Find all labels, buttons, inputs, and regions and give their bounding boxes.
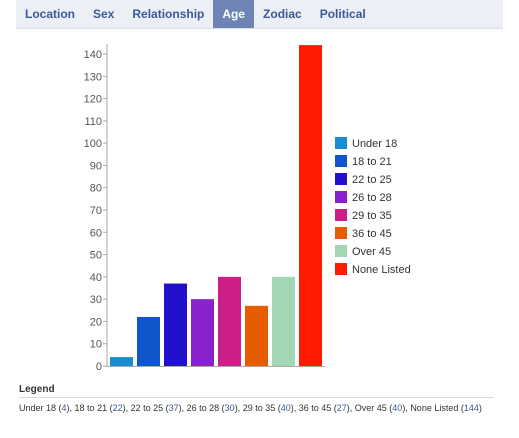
- legend-title: Legend: [19, 384, 494, 398]
- age-bar-chart: 0 10 20 30 40 50 60 70 80 90 100 110 120 130 140 Under …: [84, 44, 411, 373]
- legend-summary-label: None Listed (: [410, 403, 464, 413]
- tab-location[interactable]: Location: [25, 7, 75, 21]
- legend-swatch: [335, 245, 347, 257]
- tab-political[interactable]: Political: [319, 7, 366, 21]
- legend-summary-sep: ): [478, 403, 482, 413]
- legend-swatch: [335, 137, 347, 149]
- y-tick-label: 0: [96, 361, 102, 373]
- bar-18-to-21: [137, 316, 160, 366]
- legend-summary: Under 18 (4), 18 to 21 (22), 22 to 25 (3…: [19, 402, 494, 414]
- legend-summary-count[interactable]: 30: [224, 403, 235, 413]
- legend-swatch: [335, 191, 347, 203]
- legend-summary-count[interactable]: 40: [280, 403, 291, 413]
- bar-26-to-28: [191, 299, 214, 366]
- y-tick-label: 30: [90, 294, 102, 306]
- legend-summary-count[interactable]: 37: [168, 403, 179, 413]
- legend-summary-sep: ),: [234, 403, 243, 413]
- legend-swatch: [335, 173, 347, 185]
- y-tick-label: 120: [84, 94, 102, 106]
- y-tick-label: 60: [90, 227, 102, 239]
- legend-swatch: [335, 155, 347, 167]
- legend-label: 29 to 35: [352, 210, 392, 222]
- legend-summary-sep: ),: [122, 403, 131, 413]
- legend-label: Over 45: [352, 246, 391, 258]
- legend-summary-count[interactable]: 27: [336, 403, 347, 413]
- legend-summary-sep: ),: [402, 403, 411, 413]
- y-tick-label: 70: [90, 205, 102, 217]
- legend-summary-label: Over 45 (: [354, 403, 393, 413]
- y-tick-label: 90: [90, 160, 102, 172]
- legend-summary-count[interactable]: 22: [112, 403, 123, 413]
- y-tick-label: 10: [90, 339, 102, 351]
- legend-summary-label: 26 to 28 (: [186, 403, 225, 413]
- legend-swatch: [335, 227, 347, 239]
- y-tick-label: 80: [90, 183, 102, 195]
- y-tick-label: 110: [84, 116, 102, 128]
- tab-sex[interactable]: Sex: [93, 7, 115, 21]
- legend-summary-label: 22 to 25 (: [130, 403, 169, 413]
- legend-label: 26 to 28: [352, 192, 392, 204]
- tab-relationship[interactable]: Relationship: [132, 7, 205, 21]
- legend-summary-label: 36 to 45 (: [298, 403, 337, 413]
- y-tick-label: 100: [84, 138, 102, 150]
- y-tick-label: 140: [84, 49, 102, 61]
- legend-summary-sep: ),: [346, 403, 355, 413]
- bar-over-45: [272, 276, 295, 366]
- bar-29-to-35: [218, 276, 241, 366]
- y-tick-label: 50: [90, 250, 102, 262]
- bar-under-18: [110, 357, 133, 366]
- tab-zodiac[interactable]: Zodiac: [263, 7, 302, 21]
- legend-summary-sep: ),: [178, 403, 187, 413]
- legend-section: Legend Under 18 (4), 18 to 21 (22), 22 t…: [19, 384, 494, 414]
- y-tick-label: 40: [90, 272, 102, 284]
- legend-summary-label: 29 to 35 (: [242, 403, 281, 413]
- legend-swatch: [335, 263, 347, 275]
- legend-summary-count[interactable]: 40: [392, 403, 403, 413]
- legend-swatch: [335, 209, 347, 221]
- legend-summary-sep: ),: [290, 403, 299, 413]
- legend-label: Under 18: [352, 138, 397, 150]
- legend-summary-count[interactable]: 144: [463, 403, 479, 413]
- tab-age[interactable]: Age: [213, 0, 255, 28]
- legend-summary-label: Under 18 (: [19, 403, 62, 413]
- y-tick-label: 130: [84, 71, 102, 83]
- legend-summary-sep: ),: [66, 403, 75, 413]
- legend-label: 18 to 21: [352, 156, 392, 168]
- legend-label: None Listed: [352, 264, 411, 276]
- legend-summary-label: 18 to 21 (: [74, 403, 113, 413]
- legend-summary-count[interactable]: 4: [61, 403, 67, 413]
- legend-label: 22 to 25: [352, 174, 392, 186]
- bar-none-listed: [299, 45, 322, 366]
- bar-22-to-25: [164, 283, 187, 366]
- legend-label: 36 to 45: [352, 228, 392, 240]
- bar-36-to-45: [245, 305, 268, 366]
- y-tick-label: 20: [90, 316, 102, 328]
- tab-bar: Location Sex Relationship Age Zodiac Pol…: [16, 0, 503, 29]
